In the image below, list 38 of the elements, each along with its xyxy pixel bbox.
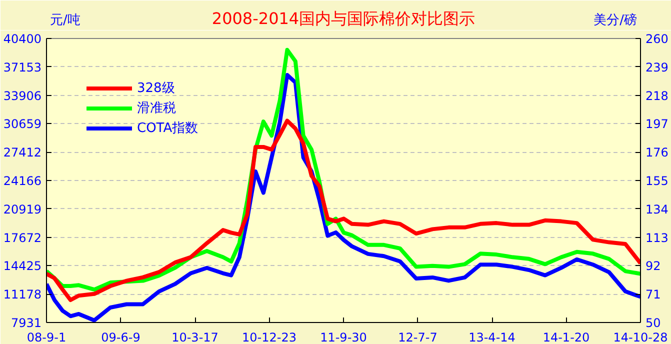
y-tick-label: 40400	[3, 32, 42, 46]
x-tick-label: 08-9-1	[26, 330, 66, 344]
y2-tick-label: 71	[646, 288, 661, 302]
y2-tick-label: 113	[646, 230, 668, 245]
y2-tick-label: 155	[646, 174, 668, 188]
x-tick-label: 10-12-23	[242, 330, 296, 344]
legend-label: COTA指数	[137, 120, 198, 137]
y-tick-label: 14425	[3, 259, 42, 274]
y2-tick-label: 92	[646, 259, 661, 274]
y2-axis-title: 美分/磅	[594, 12, 637, 28]
x-tick-label: 12-7-7	[398, 330, 438, 344]
x-tick-label: 10-3-17	[172, 330, 218, 344]
y-tick-label: 7931	[10, 316, 42, 330]
y2-tick-label: 134	[646, 202, 668, 216]
legend-label: 滑准税	[137, 100, 176, 117]
x-tick-label: 13-4-14	[468, 330, 516, 344]
x-tick-label: 14-10-28	[613, 330, 668, 344]
y-tick-label: 17672	[3, 230, 42, 245]
x-tick-label: 14-1-20	[542, 330, 590, 344]
line-series	[46, 118, 640, 302]
y2-tick-label: 260	[646, 32, 668, 46]
y-axis-title: 元/吨	[50, 13, 80, 28]
y-tick-label: 11178	[3, 288, 42, 302]
y-tick-label: 33906	[3, 88, 42, 103]
legend-label: 328级	[137, 80, 175, 97]
y2-tick-label: 197	[646, 117, 668, 132]
x-tick-label: 09-6-9	[101, 330, 140, 344]
y-tick-label: 24166	[3, 174, 42, 188]
y-tick-label: 27412	[3, 146, 42, 160]
chart-title: 2008-2014国内与国际棉价对比图示	[212, 9, 476, 28]
y2-tick-label: 239	[646, 60, 668, 74]
y2-tick-label: 50	[646, 316, 661, 330]
y2-tick-label: 176	[646, 146, 668, 160]
y-tick-label: 37153	[3, 60, 42, 74]
y-tick-label: 30659	[3, 117, 42, 132]
y-tick-label: 20919	[3, 202, 42, 216]
x-tick-label: 11-9-30	[320, 330, 367, 344]
y2-tick-label: 218	[646, 88, 668, 103]
